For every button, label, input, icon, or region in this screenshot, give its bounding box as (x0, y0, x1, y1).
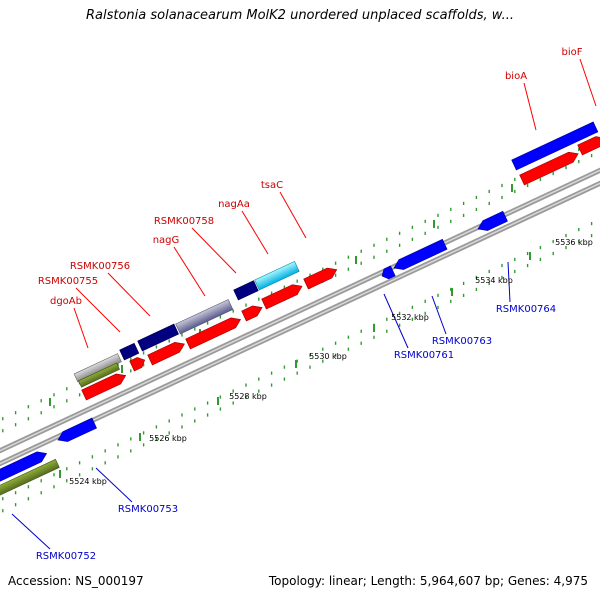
forward-cds-arrow-shape (81, 373, 127, 401)
feature-bar-cyan (254, 260, 300, 291)
reverse-cds-arrow (57, 417, 97, 442)
feature-bar-navy-shape (233, 280, 259, 301)
forward-cds-arrow-shape (577, 136, 600, 156)
feature-bar-green (0, 458, 60, 498)
forward-cds-arrow (241, 305, 263, 322)
feature-bar-green (78, 362, 120, 388)
gene-features (0, 121, 600, 498)
gene-label-RSMK00758: RSMK00758 (154, 216, 214, 227)
forward-cds-arrow-shape (147, 342, 185, 366)
gene-label-RSMK00764: RSMK00764 (496, 304, 556, 315)
gene-label-RSMK00752: RSMK00752 (36, 551, 96, 562)
forward-cds-arrow (577, 136, 600, 156)
leader-line (107, 272, 151, 317)
gene-label-RSMK00755: RSMK00755 (38, 276, 98, 287)
scale-label: 5534 kbp (475, 276, 513, 285)
feature-bar-graypurple (175, 299, 234, 335)
map-title: Ralstonia solanacearum MolK2 unordered u… (85, 8, 514, 23)
feature-bar-navy-shape (119, 342, 140, 361)
reverse-cds-arrow (381, 265, 396, 280)
scale-label: 5528 kbp (229, 392, 267, 401)
scale-labels: 5524 kbp 5526 kbp 5528 kbp 5530 kbp 5532 kbp… (69, 238, 593, 486)
leader-line (579, 58, 597, 107)
feature-bar-navy (119, 342, 140, 361)
leader-line (191, 227, 237, 274)
gene-label-tsaC: tsaC (261, 180, 283, 191)
forward-cds-arrow-shape (303, 267, 338, 290)
scale-label: 5530 kbp (309, 352, 347, 361)
scale-label: 5532 kbp (391, 313, 429, 322)
gene-label-RSMK00756: RSMK00756 (70, 261, 130, 272)
feature-bar-green-shape (0, 458, 60, 498)
gene-label-RSMK00761: RSMK00761 (394, 350, 454, 361)
reverse-cds-arrow-shape (57, 417, 97, 442)
feature-bar-graypurple-shape (175, 299, 234, 335)
forward-cds-arrow-shape (241, 305, 263, 322)
leader-line (507, 261, 511, 303)
leader-line (431, 295, 447, 335)
feature-bar-blue (511, 121, 599, 171)
forward-cds-arrow-shape (129, 357, 146, 372)
forward-cds-arrow-shape (185, 317, 242, 350)
feature-bar-cyan-shape (254, 260, 300, 291)
gene-label-dgoAb: dgoAb (50, 296, 82, 307)
forward-cds-arrow (129, 357, 146, 372)
leader-line (11, 513, 51, 550)
gene-label-bioA: bioA (505, 71, 527, 82)
gene-label-nagG: nagG (153, 235, 180, 246)
reverse-cds-arrow (0, 451, 48, 484)
gene-label-RSMK00753: RSMK00753 (118, 504, 178, 515)
scale-label: 5536 kbp (555, 238, 593, 247)
feature-bar-navy (137, 323, 179, 352)
reverse-cds-arrow-shape (0, 451, 48, 484)
gene-label-RSMK00763: RSMK00763 (432, 336, 492, 347)
leader-line (383, 293, 409, 349)
gene-label-bioF: bioF (562, 47, 583, 58)
forward-cds-arrow-shape (519, 151, 579, 186)
leader-line (95, 467, 133, 503)
forward-cds-arrow (147, 342, 185, 366)
leader-line (241, 210, 269, 255)
forward-cds-arrow (303, 267, 338, 290)
scale-label: 5524 kbp (69, 477, 107, 486)
reverse-cds-arrow (393, 238, 448, 270)
feature-bar-navy-shape (137, 323, 179, 352)
accession-text: Accession: NS_000197 (8, 574, 144, 588)
feature-bar-green-shape (78, 362, 120, 388)
forward-cds-arrow (185, 317, 242, 350)
feature-bar-blue-shape (511, 121, 599, 171)
forward-cds-arrow (81, 373, 127, 401)
leader-line (73, 307, 89, 349)
forward-cds-arrow (261, 284, 303, 310)
gene-labels: dgoAb RSMK00755 RSMK00756 nagG RSMK00758 nagA… (11, 47, 597, 562)
genome-summary-text: Topology: linear; Length: 5,964,607 bp; … (268, 574, 588, 588)
reverse-cds-arrow-shape (393, 238, 448, 270)
leader-line (173, 246, 206, 297)
leader-line (75, 287, 121, 333)
scale-ticks (2, 142, 593, 513)
leader-line (523, 82, 537, 131)
reverse-cds-arrow (477, 210, 508, 231)
scale-label: 5526 kbp (149, 434, 187, 443)
leader-line (279, 191, 307, 239)
reverse-cds-arrow-shape (477, 210, 508, 231)
feature-bar-navy (233, 280, 259, 301)
forward-cds-arrow-shape (261, 284, 303, 310)
gene-label-nagAa: nagAa (218, 199, 250, 210)
forward-cds-arrow (519, 151, 579, 186)
reverse-cds-arrow-shape (381, 265, 396, 280)
